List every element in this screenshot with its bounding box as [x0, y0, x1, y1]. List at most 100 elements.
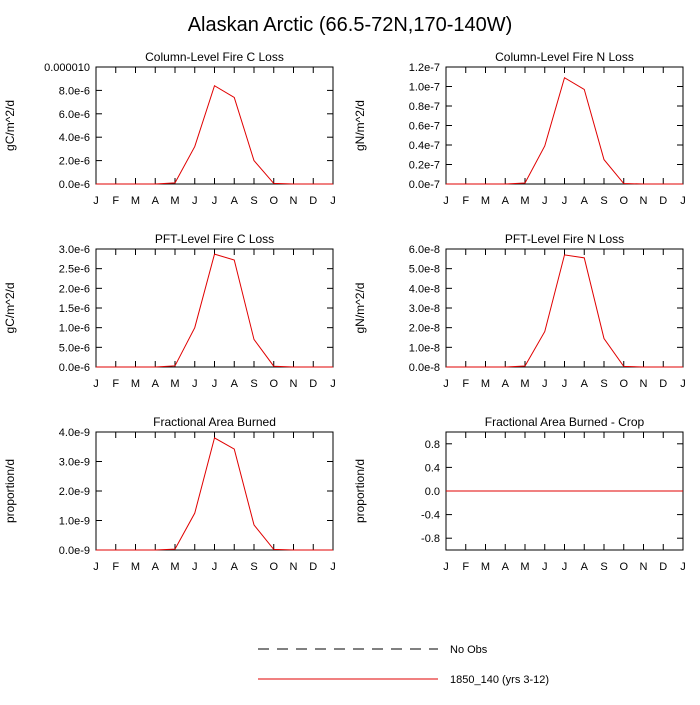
- figure-title: Alaskan Arctic (66.5-72N,170-140W): [187, 14, 513, 36]
- x-tick-label: S: [250, 378, 257, 390]
- x-tick-label: D: [659, 378, 667, 390]
- panel-title: PFT-Level Fire C Loss: [155, 232, 274, 246]
- y-tick-label: 5.0e-6: [59, 342, 90, 354]
- plot-frame: [445, 66, 684, 185]
- legend: No Obs 1850_140 (yrs 3-12): [258, 644, 549, 686]
- panel-title: Fractional Area Burned: [153, 415, 276, 429]
- x-tick-label: S: [600, 561, 607, 573]
- legend-label-2: 1850_140 (yrs 3-12): [450, 674, 549, 686]
- y-axis-label: proportion/d: [3, 459, 17, 523]
- panel-title: Column-Level Fire C Loss: [145, 50, 284, 64]
- x-tick-label: F: [112, 561, 119, 573]
- x-tick-label: N: [290, 195, 298, 207]
- x-tick-label: J: [542, 378, 548, 390]
- x-tick-label: M: [520, 378, 529, 390]
- y-tick-label: 0.8: [425, 439, 440, 451]
- series-line: [96, 84, 333, 185]
- x-tick-label: D: [659, 561, 667, 573]
- x-tick-label: O: [269, 561, 278, 573]
- y-axis-label: gN/m^2/d: [353, 283, 367, 334]
- y-tick-label: 3.0e-8: [409, 303, 440, 315]
- x-tick-label: M: [481, 561, 490, 573]
- x-tick-label: A: [502, 378, 510, 390]
- y-tick-label: 6.0e-6: [59, 109, 90, 121]
- x-tick-label: J: [443, 561, 449, 573]
- y-tick-label: 3.0e-9: [59, 457, 90, 469]
- y-tick-label: 2.0e-6: [59, 156, 90, 168]
- x-tick-label: J: [562, 195, 568, 207]
- x-tick-label: J: [192, 195, 198, 207]
- x-tick-label: O: [269, 195, 278, 207]
- x-tick-label: M: [170, 195, 179, 207]
- y-tick-label: 2.0e-9: [59, 486, 90, 498]
- series-line: [446, 76, 683, 185]
- y-tick-label: 1.5e-6: [59, 303, 90, 315]
- x-tick-label: F: [112, 378, 119, 390]
- x-tick-label: J: [330, 561, 336, 573]
- x-tick-label: J: [93, 195, 99, 207]
- x-tick-label: M: [481, 195, 490, 207]
- x-tick-label: A: [502, 561, 510, 573]
- y-tick-label: -0.4: [421, 510, 440, 522]
- plot-frame: [445, 248, 684, 368]
- x-tick-label: M: [170, 561, 179, 573]
- y-tick-label: 5.0e-8: [409, 264, 440, 276]
- x-tick-label: O: [619, 561, 628, 573]
- x-tick-label: M: [131, 195, 140, 207]
- x-tick-label: M: [131, 561, 140, 573]
- y-axis-label: gN/m^2/d: [353, 100, 367, 151]
- y-tick-label: -0.8: [421, 533, 440, 545]
- y-tick-label: 1.2e-7: [409, 62, 440, 74]
- x-tick-label: O: [619, 195, 628, 207]
- plot-frame: [95, 66, 334, 185]
- y-tick-label: 2.5e-6: [59, 264, 90, 276]
- y-axis-label: proportion/d: [353, 459, 367, 523]
- x-tick-label: S: [250, 195, 257, 207]
- x-tick-label: O: [269, 378, 278, 390]
- x-tick-label: A: [231, 561, 239, 573]
- x-tick-label: J: [680, 378, 686, 390]
- x-tick-label: J: [212, 561, 218, 573]
- y-tick-label: 8.0e-6: [59, 85, 90, 97]
- x-tick-label: A: [152, 561, 160, 573]
- y-tick-label: 4.0e-9: [59, 427, 90, 439]
- panel-title: Column-Level Fire N Loss: [495, 50, 634, 64]
- x-tick-label: J: [562, 378, 568, 390]
- x-tick-label: D: [659, 195, 667, 207]
- x-tick-label: F: [462, 561, 469, 573]
- y-tick-label: 0.0e-9: [59, 545, 90, 557]
- y-tick-label: 0.2e-7: [409, 160, 440, 172]
- y-tick-label: 3.0e-6: [59, 244, 90, 256]
- y-axis-label: gC/m^2/d: [3, 100, 17, 151]
- y-tick-label: 2.0e-6: [59, 283, 90, 295]
- x-tick-label: M: [131, 378, 140, 390]
- x-tick-label: J: [330, 378, 336, 390]
- x-tick-label: J: [212, 378, 218, 390]
- x-tick-label: J: [443, 378, 449, 390]
- x-tick-label: A: [231, 195, 239, 207]
- x-tick-label: F: [112, 195, 119, 207]
- y-tick-label: 6.0e-8: [409, 244, 440, 256]
- x-tick-label: D: [309, 561, 317, 573]
- x-tick-label: N: [640, 378, 648, 390]
- x-tick-label: J: [330, 195, 336, 207]
- x-tick-label: J: [680, 561, 686, 573]
- x-tick-label: A: [152, 378, 160, 390]
- x-tick-label: J: [192, 378, 198, 390]
- y-tick-label: 1.0e-6: [59, 323, 90, 335]
- x-tick-label: J: [542, 195, 548, 207]
- y-tick-label: 0.0e-8: [409, 362, 440, 374]
- legend-label-1: No Obs: [450, 644, 488, 656]
- x-tick-label: M: [481, 378, 490, 390]
- y-tick-label: 0.000010: [44, 62, 90, 74]
- x-tick-label: S: [600, 195, 607, 207]
- y-tick-label: 1.0e-9: [59, 516, 90, 528]
- y-tick-label: 0.0e-6: [59, 179, 90, 191]
